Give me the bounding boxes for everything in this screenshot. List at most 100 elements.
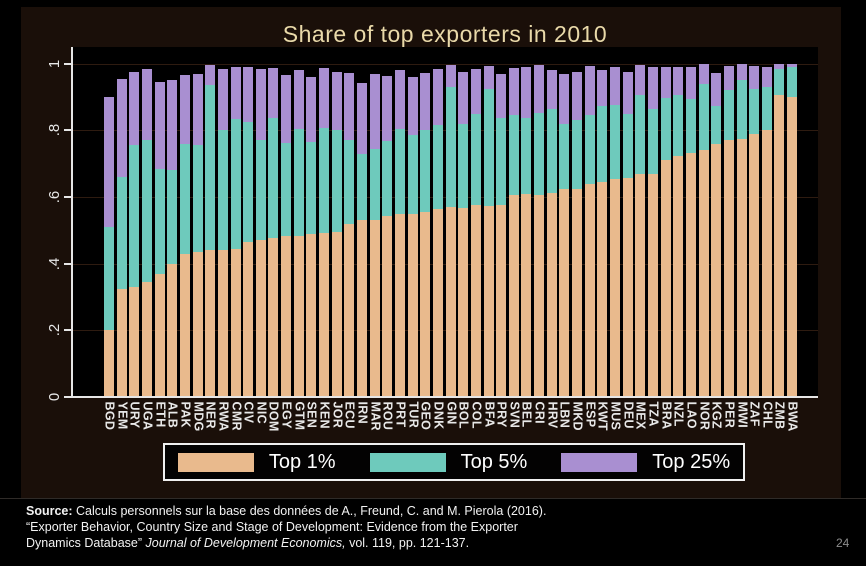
x-tick-label-LAO: LAO <box>684 401 699 429</box>
bar-segment-top5-ECU <box>344 139 355 224</box>
bar-segment-top1-BRA <box>660 160 671 397</box>
bar-segment-top5-PAK <box>179 143 190 254</box>
bar-segment-top25-MKD <box>572 71 583 120</box>
bar-segment-top5-GEO <box>420 130 431 212</box>
bar-segment-top25-NIC <box>255 68 266 141</box>
x-tick-label-NOR: NOR <box>697 401 712 431</box>
x-tick-label-HRV: HRV <box>545 401 560 429</box>
x-tick-label-BRA: BRA <box>659 401 674 430</box>
bar-segment-top1-ZAF <box>749 133 760 397</box>
bar-segment-top25-GIN <box>445 65 456 87</box>
x-tick-label-DOM: DOM <box>266 401 281 432</box>
y-axis-tick <box>64 329 72 332</box>
bar-segment-top25-LAO <box>685 66 696 99</box>
bar-segment-top5-MEX <box>635 95 646 174</box>
bar-segment-top25-TUR <box>407 76 418 136</box>
bar-segment-top5-CHL <box>761 86 772 131</box>
bar-segment-top1-COL <box>470 205 481 397</box>
x-tick-label-ZMB: ZMB <box>772 401 787 430</box>
y-axis-tick <box>64 396 72 398</box>
bar-segment-top25-BFA <box>483 66 494 89</box>
bar-segment-top5-GTM <box>293 128 304 237</box>
y-axis-tick <box>64 262 72 265</box>
bar-segment-top1-KEN <box>319 232 330 397</box>
y-tick-label: .4 <box>46 257 63 270</box>
journal-name: Journal of Development Economics, <box>145 536 346 550</box>
x-tick-label-GIN: GIN <box>444 401 459 425</box>
x-tick-label-KGZ: KGZ <box>709 401 724 429</box>
legend-swatch-top-1- <box>177 452 254 472</box>
bar-segment-top1-BFA <box>483 206 494 397</box>
bar-segment-top25-DNK <box>432 68 443 126</box>
y-axis-tick <box>64 62 72 65</box>
y-axis-tick <box>64 129 72 132</box>
bar-segment-top1-GEO <box>420 211 431 397</box>
x-tick-label-CRI: CRI <box>532 401 547 424</box>
bar-segment-top25-ETH <box>154 81 165 169</box>
bar-segment-top25-URY <box>129 71 140 146</box>
bar-segment-top5-CRI <box>534 112 545 196</box>
bar-segment-top1-GIN <box>445 206 456 397</box>
x-tick-label-NIC: NIC <box>254 401 269 424</box>
bar-segment-top1-URY <box>129 286 140 397</box>
bar-segment-top25-MEX <box>635 65 646 96</box>
bar-segment-top25-CIV <box>243 66 254 122</box>
legend-box: Top 1% Top 5% Top 25% <box>163 443 745 481</box>
bar-segment-top5-TUR <box>407 135 418 214</box>
x-tick-label-ETH: ETH <box>153 401 168 428</box>
bar-segment-top25-YEM <box>116 78 127 177</box>
x-tick-label-ECU: ECU <box>342 401 357 429</box>
slide-bottom-edge <box>0 498 866 499</box>
bar-segment-top1-LAO <box>685 152 696 397</box>
bar-segment-top5-NER <box>205 85 216 251</box>
bar-segment-top25-NER <box>205 65 216 86</box>
bar-segment-top5-BFA <box>483 88 494 207</box>
bar-segment-top1-ECU <box>344 223 355 397</box>
chart-title: Share of top exporters in 2010 <box>282 21 608 47</box>
bar-segment-top5-MDG <box>192 145 203 252</box>
bar-segment-top1-DOM <box>268 237 279 397</box>
x-tick-label-ESP: ESP <box>583 401 598 428</box>
x-tick-label-JOR: JOR <box>330 401 345 429</box>
bar-segment-top25-BWA <box>787 63 798 67</box>
bar-segment-top5-MUS <box>610 105 620 179</box>
y-tick-label: .6 <box>46 190 63 204</box>
bar-segment-top5-BOL <box>458 123 469 208</box>
bar-segment-top25-PER <box>723 65 734 91</box>
bar-segment-top5-ZAF <box>749 88 760 134</box>
legend-swatch-top-25- <box>561 452 638 472</box>
bar-segment-top5-DNK <box>432 125 443 209</box>
bar-segment-top25-MAR <box>369 74 380 149</box>
bar-segment-top25-PRT <box>394 70 405 129</box>
bar-segment-top1-ESP <box>584 183 595 397</box>
bar-segment-top25-JOR <box>331 71 342 131</box>
bar-segment-top5-TZA <box>647 108 658 174</box>
bar-segment-top25-ESP <box>584 66 595 116</box>
bar-segment-top5-SEN <box>306 141 317 234</box>
bar-segment-top25-KEN <box>319 67 330 128</box>
bar-segment-top5-GIN <box>445 86 456 207</box>
bar-segment-top1-DEU <box>622 177 633 397</box>
x-tick-label-BGD: BGD <box>102 401 117 431</box>
legend-item: Top 1% <box>177 451 370 474</box>
bar-segment-top5-YEM <box>116 176 127 289</box>
bar-segment-top5-IRN <box>357 153 367 220</box>
x-tick-label-COL: COL <box>469 401 484 429</box>
x-tick-label-MAR: MAR <box>368 401 383 431</box>
bar-segment-top1-ZMB <box>774 95 785 397</box>
x-tick-label-SEN: SEN <box>304 401 319 429</box>
bar-segment-top1-CMR <box>230 248 241 397</box>
bar-segment-top25-KGZ <box>711 72 722 106</box>
x-tick-label-URY: URY <box>127 401 142 429</box>
x-tick-label-IRN: IRN <box>355 401 370 424</box>
x-tick-label-KWT: KWT <box>595 401 610 431</box>
bar-segment-top1-ETH <box>154 273 165 397</box>
bar-segment-top1-NER <box>205 250 216 397</box>
legend-label: Top 5% <box>460 450 528 473</box>
bar-segment-top25-BRA <box>660 66 671 99</box>
bar-segment-top1-SVN <box>508 195 519 397</box>
y-tick-label: 0 <box>46 392 63 402</box>
bar-segment-top1-BWA <box>787 96 798 397</box>
bar-segment-top1-BEL <box>521 194 532 397</box>
bar-segment-top5-LBN <box>559 124 570 189</box>
